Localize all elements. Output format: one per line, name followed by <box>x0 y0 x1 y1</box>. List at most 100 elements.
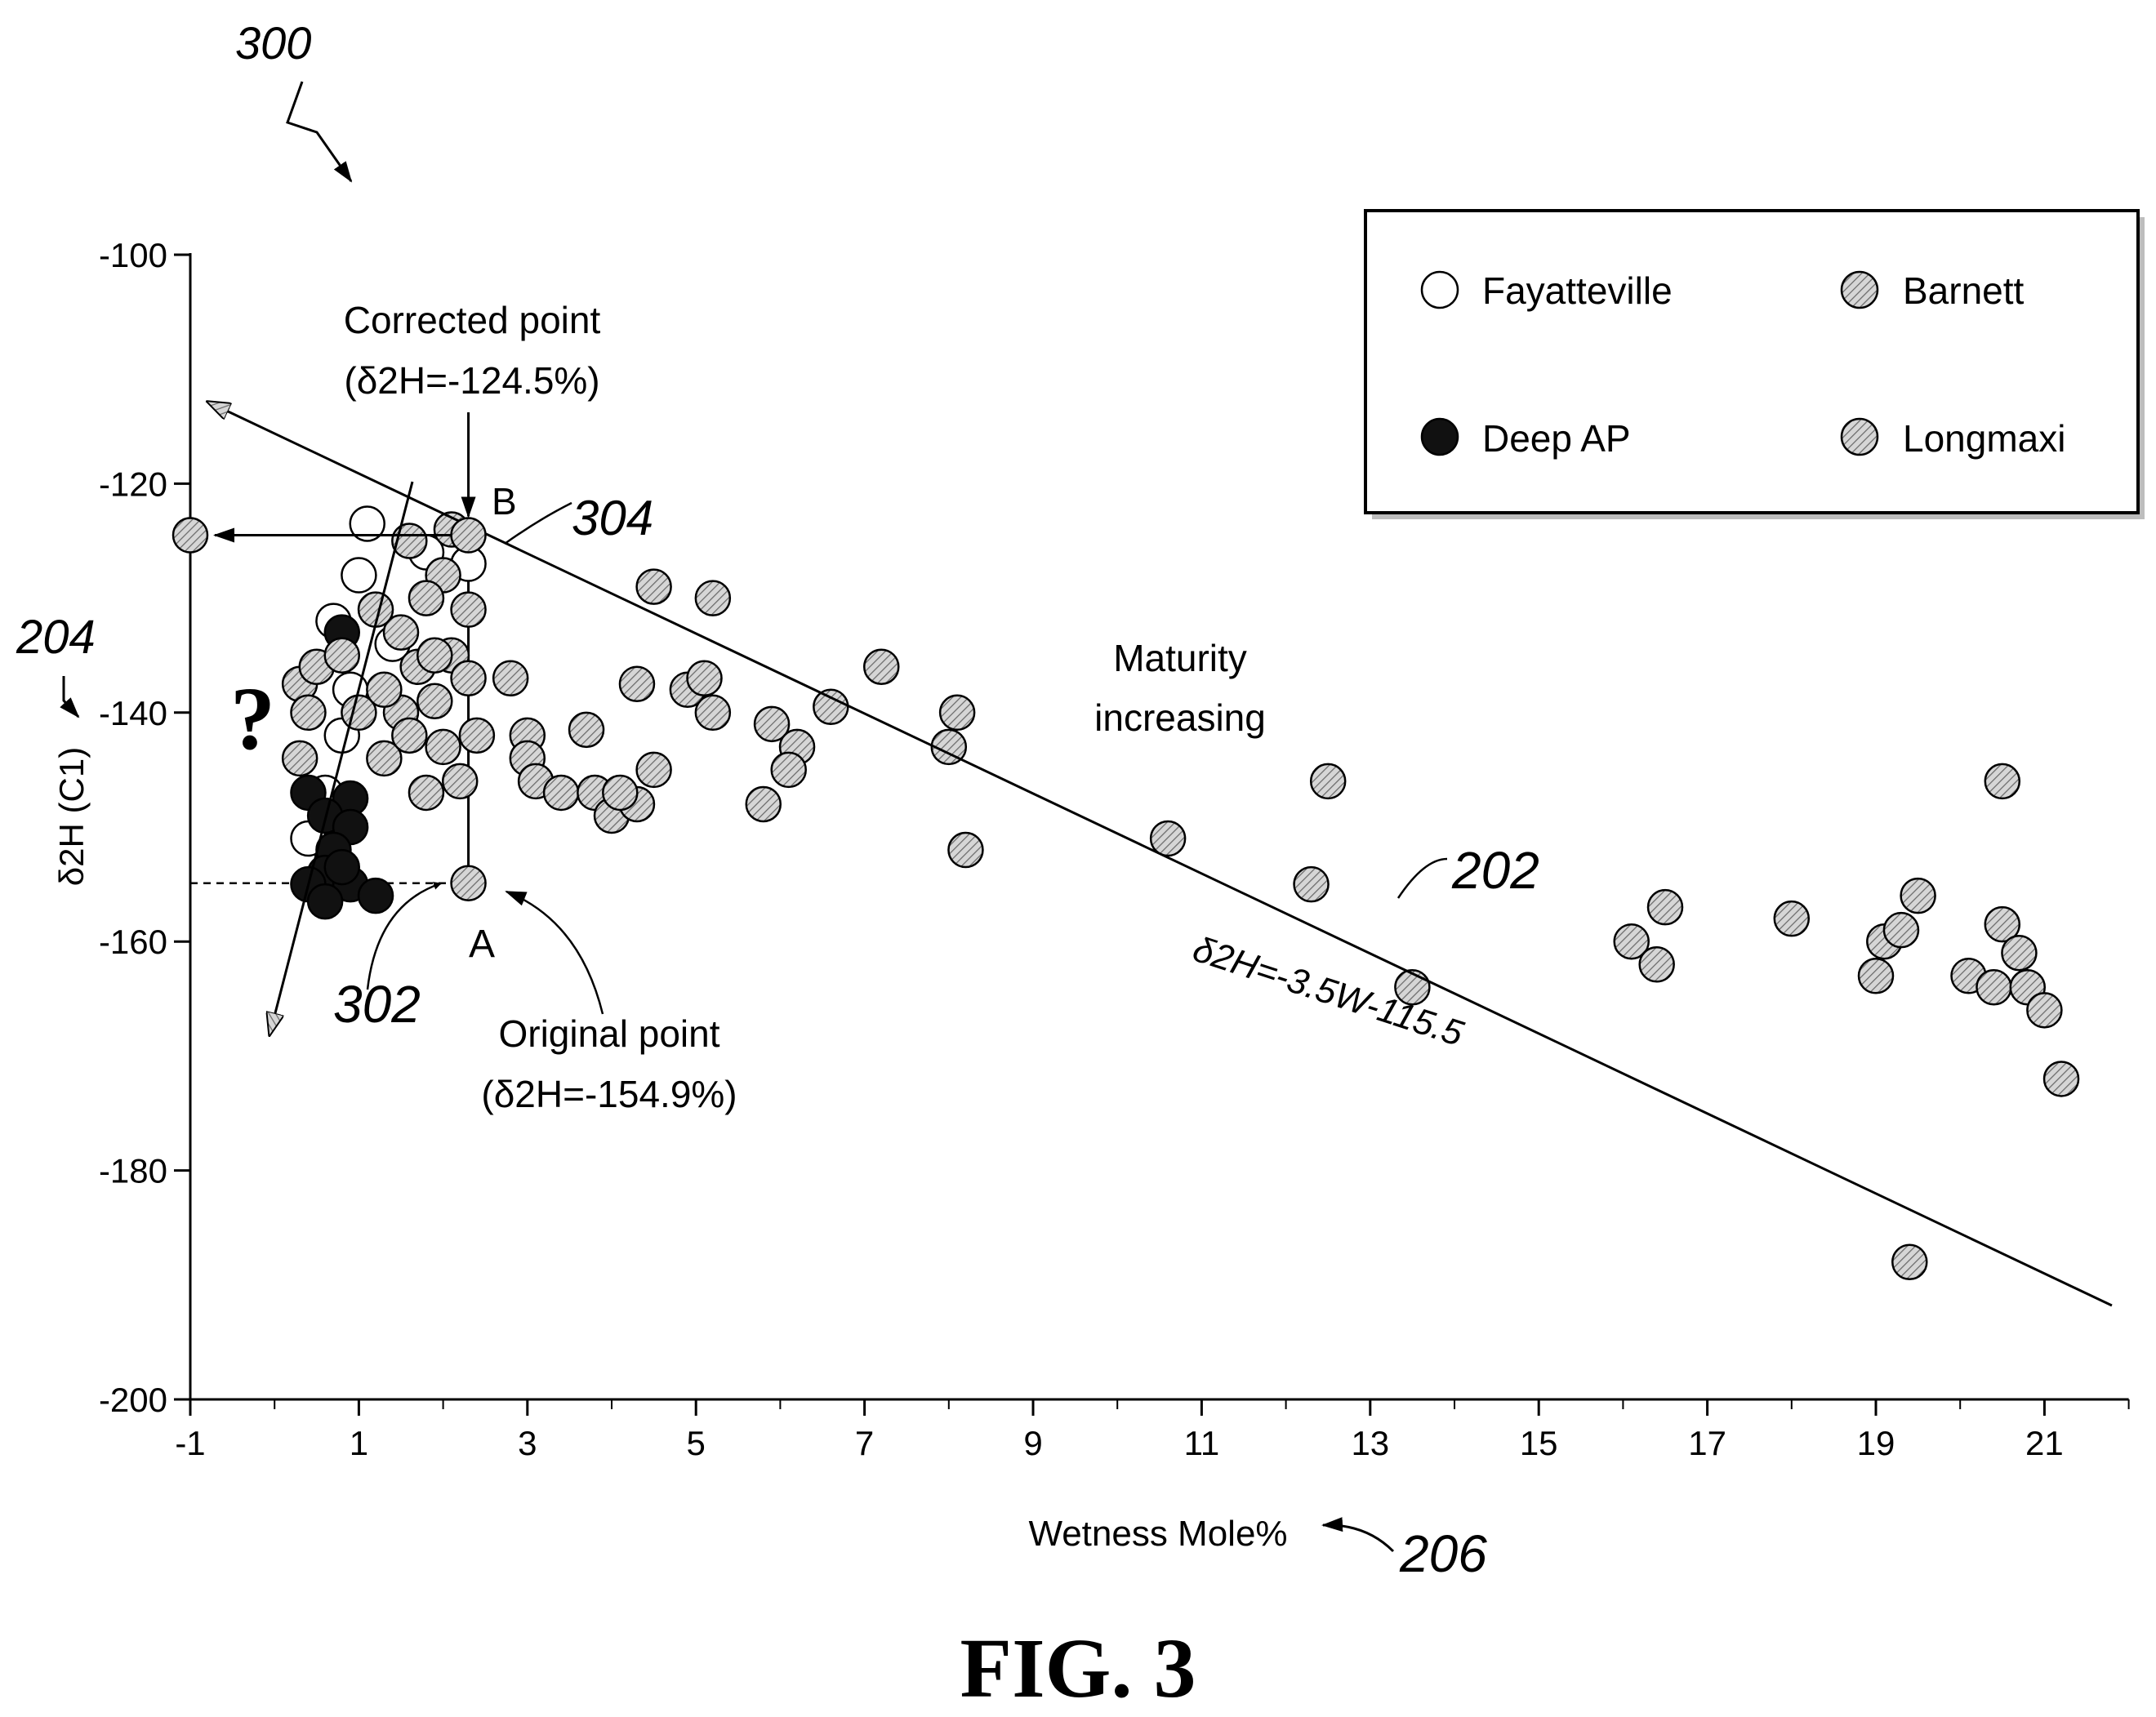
maturity-label-line2: increasing <box>1094 696 1266 739</box>
original-point-label: Original point <box>498 1012 719 1055</box>
data-point <box>753 705 791 743</box>
y-tick-label: -100 <box>99 236 167 274</box>
trend-line-ref-leader <box>1396 857 1448 899</box>
point-b-ref-304: 304 <box>572 491 653 545</box>
legend-label-fayatteville: Fayatteville <box>1482 269 1673 312</box>
x-tick-label: 21 <box>2025 1424 2064 1462</box>
legend-box <box>1364 209 2140 514</box>
maturity-label-line1: Maturity <box>1113 637 1247 679</box>
data-point <box>341 557 377 594</box>
data-point <box>441 763 479 800</box>
data-point <box>1638 945 1675 983</box>
data-point <box>635 568 672 605</box>
point-b-ref-leader <box>504 501 572 545</box>
data-point <box>416 637 453 674</box>
data-point <box>930 728 968 766</box>
data-point <box>1984 905 2021 943</box>
data-point <box>938 694 976 732</box>
data-point <box>1149 820 1187 857</box>
trend-line <box>207 402 2113 1307</box>
x-tick-label: 11 <box>1184 1424 1220 1462</box>
y-tick-label: -120 <box>99 465 167 503</box>
data-point <box>694 580 732 616</box>
x-tick-label: 19 <box>1857 1424 1895 1462</box>
data-point <box>813 688 849 726</box>
data-point <box>1891 1243 1928 1281</box>
y-tick-label: -160 <box>99 923 167 961</box>
x-axis-label: Wetness Mole% <box>1028 1514 1287 1554</box>
corrected-point-label: Corrected point <box>344 299 601 341</box>
figure-caption: FIG. 3 <box>960 1621 1196 1715</box>
data-point <box>323 637 361 674</box>
data-point <box>323 848 361 886</box>
data-point <box>1976 969 2012 1006</box>
y-tick-label: -200 <box>99 1381 167 1419</box>
data-point <box>290 694 327 732</box>
data-point <box>1646 888 1684 926</box>
data-point <box>450 660 487 696</box>
data-point <box>568 711 605 749</box>
legend-marker-barnett <box>1840 270 1879 309</box>
data-point <box>2001 934 2038 972</box>
legend-marker-deep-ap <box>1420 417 1459 456</box>
data-point <box>686 660 723 696</box>
data-point <box>349 505 385 542</box>
data-point <box>1309 763 1347 800</box>
original-point-value: (δ2H=-154.9%) <box>481 1073 737 1115</box>
corrected-value-axis-marker <box>172 517 209 554</box>
x-tick-label: 9 <box>1023 1424 1042 1462</box>
question-mark: ? <box>230 669 275 768</box>
data-point <box>2042 1061 2080 1097</box>
x-tick-label: 1 <box>350 1424 368 1462</box>
corrected-point-b <box>450 517 487 554</box>
axes: -100-120-140-160-180-200-1 1 3 5 7 9 11 13 15 17 1… <box>99 236 2130 1462</box>
legend-label-longmaxi: Longmaxi <box>1903 417 2065 460</box>
x-tick-label: -1 <box>175 1424 205 1462</box>
secondary-trend-line <box>270 481 414 1035</box>
point-a-letter: A <box>469 923 495 966</box>
data-point <box>425 728 461 766</box>
point-a-ref-leader <box>366 882 442 990</box>
data-point <box>862 648 900 685</box>
data-point <box>366 671 403 709</box>
legend-label-deep-ap: Deep AP <box>1482 417 1631 460</box>
data-point <box>947 831 984 869</box>
original-point-a <box>450 865 487 901</box>
data-point <box>618 665 656 702</box>
data-point <box>382 614 420 651</box>
data-point <box>492 660 529 696</box>
data-point <box>306 883 344 920</box>
x-tick-label: 7 <box>855 1424 874 1462</box>
data-point <box>694 694 732 732</box>
data-point <box>1857 958 1895 994</box>
data-point <box>357 877 394 914</box>
legend-marker-longmaxi <box>1840 417 1879 456</box>
y-tick-label: -140 <box>99 694 167 732</box>
data-point <box>416 683 453 720</box>
x-tick-label: 3 <box>518 1424 537 1462</box>
x-tick-label: 17 <box>1688 1424 1726 1462</box>
data-point <box>1900 877 1936 914</box>
x-tick-label: 13 <box>1351 1424 1389 1462</box>
data-point <box>1613 923 1650 960</box>
legend: Fayatteville Barnett Deep AP Longmaxi <box>1364 209 2145 519</box>
data-point <box>408 580 445 616</box>
data-point <box>1882 911 1920 949</box>
figure-ref-300: 300 <box>235 17 311 69</box>
data-point <box>2026 992 2063 1029</box>
legend-marker-fayatteville <box>1420 270 1459 309</box>
data-point <box>391 523 428 559</box>
data-point <box>770 751 807 789</box>
data-point <box>542 774 580 812</box>
trend-line-ref-202: 202 <box>1451 841 1539 900</box>
x-tick-label: 5 <box>687 1424 706 1462</box>
data-point <box>366 740 403 777</box>
data-point <box>281 740 318 777</box>
data-point <box>1293 865 1330 903</box>
data-point <box>458 717 496 754</box>
data-point <box>450 591 487 628</box>
data-point <box>1773 900 1811 937</box>
x-axis-ref-leader <box>1321 1517 1395 1553</box>
x-tick-label: 15 <box>1520 1424 1558 1462</box>
